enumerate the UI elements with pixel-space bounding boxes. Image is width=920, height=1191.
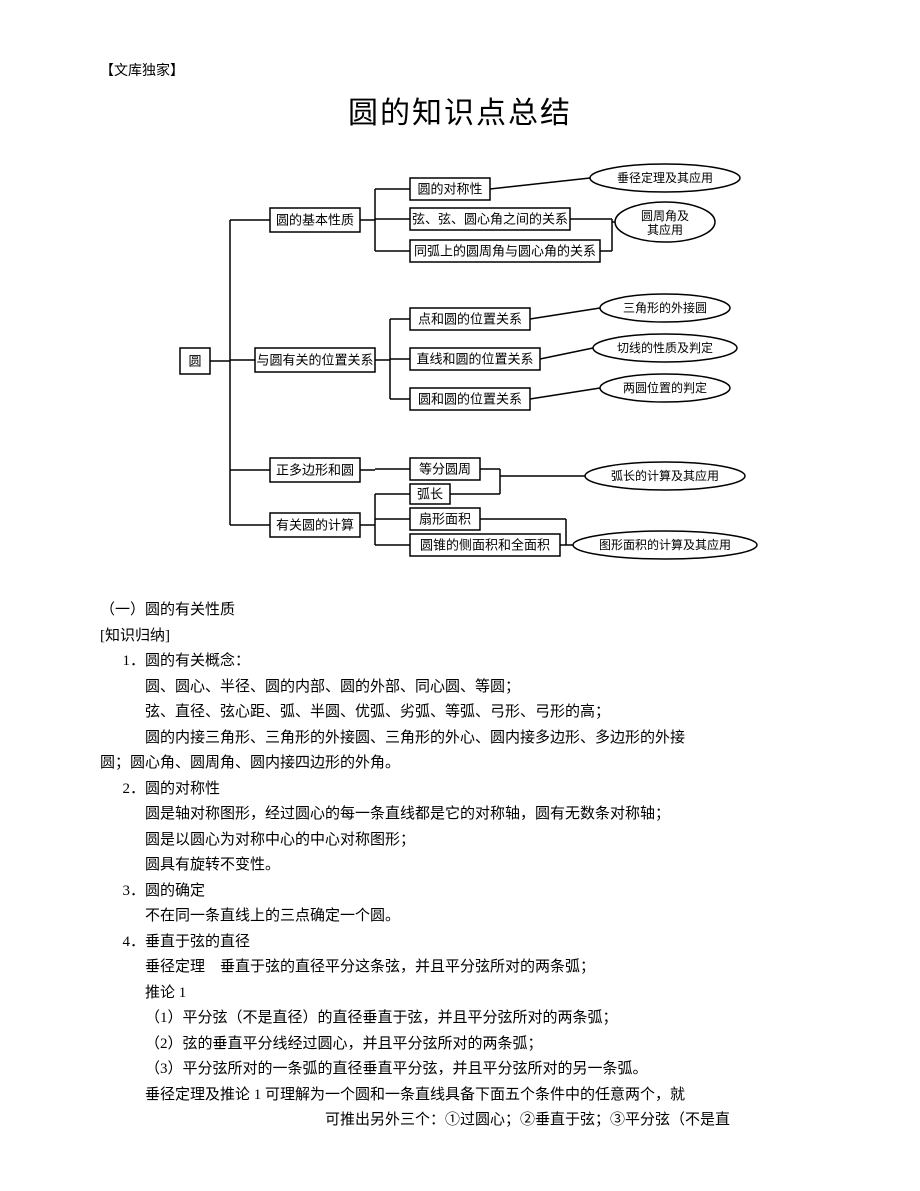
p4-f: 垂径定理及推论 1 可理解为一个圆和一条直线具备下面五个条件中的任意两个，就 (100, 1083, 820, 1109)
p4-e: （3）平分弦所对的一条弧的直径垂直平分弦，并且平分弦所对的另一条弧。 (100, 1057, 820, 1083)
svg-text:点和圆的位置关系: 点和圆的位置关系 (418, 312, 522, 327)
page-title: 圆的知识点总结 (100, 88, 820, 132)
header-tag: 【文库独家】 (100, 60, 820, 80)
document-body: （一）圆的有关性质 [知识归纳] 1．圆的有关概念： 圆、圆心、半径、圆的内部、… (100, 598, 820, 1134)
svg-text:圆的基本性质: 圆的基本性质 (276, 213, 354, 228)
p2-head: 2．圆的对称性 (100, 777, 820, 803)
p2-c: 圆具有旋转不变性。 (100, 853, 820, 879)
section-1-title: （一）圆的有关性质 (100, 598, 820, 624)
svg-text:直线和圆的位置关系: 直线和圆的位置关系 (416, 352, 533, 367)
svg-text:与圆有关的位置关系: 与圆有关的位置关系 (256, 353, 373, 368)
svg-text:圆锥的侧面积和全面积: 圆锥的侧面积和全面积 (420, 538, 550, 553)
svg-text:圆和圆的位置关系: 圆和圆的位置关系 (418, 392, 522, 407)
p4-head: 4．垂直于弦的直径 (100, 930, 820, 956)
svg-text:切线的性质及判定: 切线的性质及判定 (617, 340, 713, 355)
svg-text:其应用: 其应用 (647, 222, 683, 237)
p4-a: 垂径定理 垂直于弦的直径平分这条弦，并且平分弦所对的两条弧； (100, 955, 820, 981)
p4-b: 推论 1 (100, 981, 820, 1007)
p2-a: 圆是轴对称图形，经过圆心的每一条直线都是它的对称轴，圆有无数条对称轴； (100, 802, 820, 828)
p4-d: （2）弦的垂直平分线经过圆心，并且平分弦所对的两条弧； (100, 1032, 820, 1058)
p4-g: 可推出另外三个：①过圆心；②垂直于弦；③平分弦（不是直 (100, 1108, 820, 1134)
p3-a: 不在同一条直线上的三点确定一个圆。 (100, 904, 820, 930)
p1-b: 弦、直径、弦心距、弧、半圆、优弧、劣弧、等弧、弓形、弓形的高； (100, 700, 820, 726)
p1-d: 圆；圆心角、圆周角、圆内接四边形的外角。 (100, 751, 820, 777)
p2-b: 圆是以圆心为对称中心的中心对称图形； (100, 828, 820, 854)
tree-svg: 圆 圆的基本性质与圆有关的位置关系正多边形和圆有关圆的计算 圆的对称性弦、弦、圆心角… (160, 148, 760, 568)
section-1-sub: [知识归纳] (100, 624, 820, 650)
svg-text:圆的对称性: 圆的对称性 (417, 182, 482, 197)
svg-text:正多边形和圆: 正多边形和圆 (276, 463, 354, 478)
p3-head: 3．圆的确定 (100, 879, 820, 905)
svg-text:同弧上的圆周角与圆心角的关系: 同弧上的圆周角与圆心角的关系 (414, 244, 596, 259)
svg-text:扇形面积: 扇形面积 (419, 512, 471, 527)
svg-text:弦、弦、圆心角之间的关系: 弦、弦、圆心角之间的关系 (412, 212, 568, 227)
p1-c: 圆的内接三角形、三角形的外接圆、三角形的外心、圆内接多边形、多边形的外接 (100, 726, 820, 752)
p1-head: 1．圆的有关概念： (100, 649, 820, 675)
svg-text:垂径定理及其应用: 垂径定理及其应用 (617, 170, 713, 185)
svg-text:两圆位置的判定: 两圆位置的判定 (623, 380, 707, 395)
svg-text:圆: 圆 (188, 354, 201, 369)
p4-c: （1）平分弦（不是直径）的直径垂直于弦，并且平分弦所对的两条弧； (100, 1006, 820, 1032)
svg-text:弧长: 弧长 (417, 487, 443, 502)
svg-text:弧长的计算及其应用: 弧长的计算及其应用 (611, 468, 719, 483)
svg-text:圆周角及: 圆周角及 (641, 209, 689, 223)
knowledge-tree-diagram: 圆 圆的基本性质与圆有关的位置关系正多边形和圆有关圆的计算 圆的对称性弦、弦、圆心角… (160, 148, 760, 568)
svg-text:有关圆的计算: 有关圆的计算 (276, 518, 354, 533)
svg-text:图形面积的计算及其应用: 图形面积的计算及其应用 (599, 537, 731, 552)
svg-text:三角形的外接圆: 三角形的外接圆 (623, 300, 707, 315)
svg-text:等分圆周: 等分圆周 (419, 462, 471, 477)
p1-a: 圆、圆心、半径、圆的内部、圆的外部、同心圆、等圆； (100, 675, 820, 701)
